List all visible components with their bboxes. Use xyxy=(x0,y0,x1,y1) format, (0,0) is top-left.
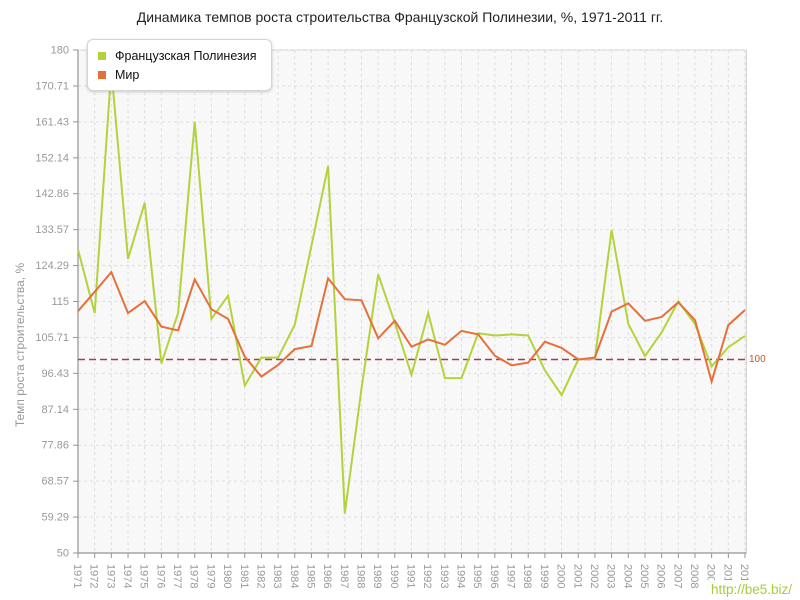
x-tick-label: 1981 xyxy=(238,564,250,588)
x-tick-label: 1976 xyxy=(154,564,166,588)
x-tick-label: 1986 xyxy=(321,564,333,588)
reference-line-label: 100 xyxy=(749,354,766,365)
y-tick-label: 68.57 xyxy=(41,476,69,488)
x-tick-label: 1985 xyxy=(304,564,316,588)
legend-swatch-world xyxy=(98,70,106,79)
y-tick-label: 50 xyxy=(57,548,69,560)
y-tick-label: 161.43 xyxy=(35,116,69,128)
x-tick-label: 1993 xyxy=(438,564,450,588)
y-tick-label: 142.86 xyxy=(35,188,69,200)
x-tick-label: 1980 xyxy=(221,564,233,588)
x-tick-label: 1982 xyxy=(254,564,266,588)
y-tick-label: 170.71 xyxy=(35,80,69,92)
x-tick-label: 1994 xyxy=(455,564,467,588)
x-tick-label: 2002 xyxy=(588,564,600,588)
x-tick-label: 1989 xyxy=(371,564,383,588)
x-tick-label: 1999 xyxy=(538,564,550,588)
x-tick-label: 1979 xyxy=(204,564,216,588)
legend-item-french-polynesia[interactable]: Французская Полинезия xyxy=(98,46,257,65)
x-tick-label: 1973 xyxy=(104,564,116,588)
x-tick-label: 1992 xyxy=(421,564,433,588)
x-tick-label: 2000 xyxy=(555,564,567,588)
x-tick-label: 1995 xyxy=(471,564,483,588)
x-tick-label: 2006 xyxy=(655,564,667,588)
x-tick-label: 2007 xyxy=(671,564,683,588)
x-tick-label: 1983 xyxy=(271,564,283,588)
x-tick-label: 1996 xyxy=(488,564,500,588)
y-tick-label: 96.43 xyxy=(41,368,69,380)
x-tick-label: 2008 xyxy=(688,564,700,588)
y-tick-label: 133.57 xyxy=(35,224,69,236)
x-tick-label: 2001 xyxy=(571,564,583,588)
x-tick-label: 1987 xyxy=(338,564,350,588)
x-tick-label: 1978 xyxy=(188,564,200,588)
x-tick-label: 1977 xyxy=(171,564,183,588)
chart-title: Динамика темпов роста строительства Фран… xyxy=(136,9,664,25)
x-tick-label: 1998 xyxy=(521,564,533,588)
x-tick-label: 2003 xyxy=(605,564,617,588)
y-tick-label: 152.14 xyxy=(35,152,69,164)
legend-label-world: Мир xyxy=(115,67,140,82)
x-tick-label: 2005 xyxy=(638,564,650,588)
x-tick-label: 1971 xyxy=(71,564,83,588)
x-tick-label: 1974 xyxy=(121,564,133,588)
x-tick-label: 1975 xyxy=(138,564,150,588)
series-line-world[interactable] xyxy=(77,270,746,386)
y-tick-label: 105.71 xyxy=(35,332,69,344)
series-line-french-polynesia[interactable] xyxy=(77,69,746,514)
y-tick-label: 180 xyxy=(51,45,69,57)
x-tick-label: 1997 xyxy=(505,564,517,588)
y-tick-label: 87.14 xyxy=(41,404,69,416)
x-tick-label: 2004 xyxy=(621,564,633,588)
y-tick-label: 115 xyxy=(51,296,69,308)
legend-item-world[interactable]: Мир xyxy=(98,65,257,84)
legend-swatch-french-polynesia xyxy=(98,51,106,60)
y-axis-title: Темп роста строительства, % xyxy=(13,262,27,428)
x-tick-label: 1991 xyxy=(405,564,417,588)
legend-label-french-polynesia: Французская Полинезия xyxy=(115,48,257,63)
watermark-link[interactable]: http://be5.biz/ xyxy=(701,580,800,600)
x-tick-label: 1984 xyxy=(288,564,300,588)
x-tick-label: 1988 xyxy=(354,564,366,588)
y-tick-label: 59.29 xyxy=(41,512,69,524)
legend: Французская Полинезия Мир xyxy=(87,39,272,91)
y-tick-label: 124.29 xyxy=(35,260,69,272)
plot-area xyxy=(77,49,747,554)
x-tick-label: 1972 xyxy=(88,564,100,588)
y-tick-label: 77.86 xyxy=(41,440,69,452)
x-tick-label: 1990 xyxy=(388,564,400,588)
